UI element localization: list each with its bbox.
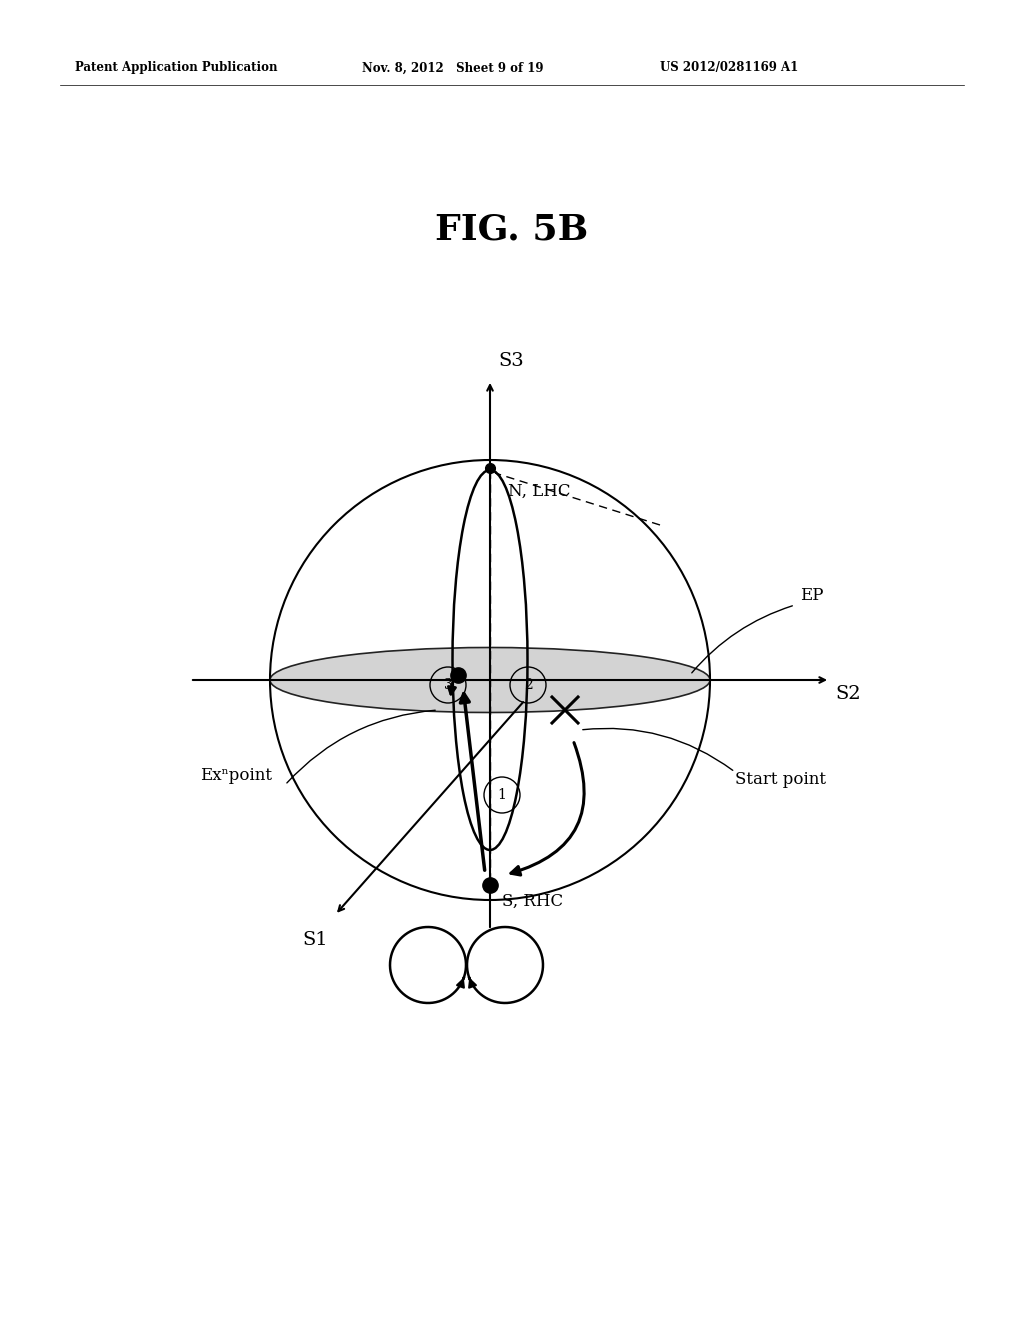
Text: S1: S1 (302, 931, 328, 949)
Text: 1: 1 (498, 788, 507, 803)
Text: Start point: Start point (735, 771, 826, 788)
Text: Exⁿpoint: Exⁿpoint (200, 767, 272, 784)
Text: EP: EP (800, 586, 823, 603)
Text: US 2012/0281169 A1: US 2012/0281169 A1 (660, 62, 799, 74)
Text: S3: S3 (498, 352, 523, 370)
Text: Nov. 8, 2012   Sheet 9 of 19: Nov. 8, 2012 Sheet 9 of 19 (362, 62, 544, 74)
Text: 2: 2 (523, 678, 532, 692)
Ellipse shape (270, 648, 710, 713)
Text: S, RHC: S, RHC (502, 894, 563, 909)
Text: N, LHC: N, LHC (508, 483, 570, 500)
Text: S2: S2 (835, 685, 860, 704)
Text: Patent Application Publication: Patent Application Publication (75, 62, 278, 74)
Text: 3: 3 (443, 678, 453, 692)
Text: FIG. 5B: FIG. 5B (435, 213, 589, 247)
FancyArrowPatch shape (511, 743, 584, 875)
